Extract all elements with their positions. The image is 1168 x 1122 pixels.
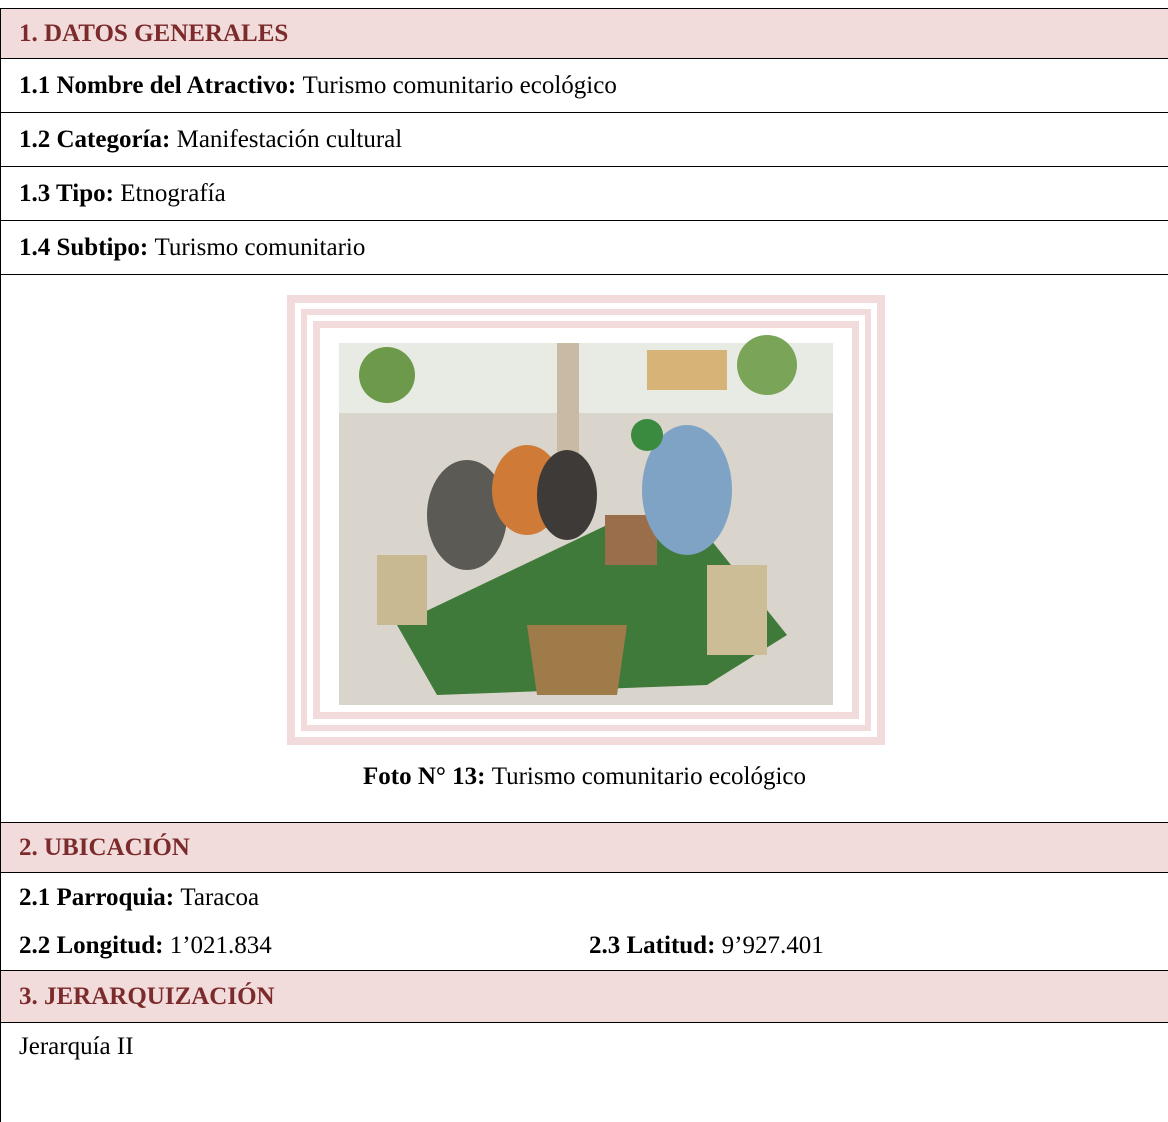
value: Manifestación cultural <box>176 125 403 153</box>
caption: Foto N° 13: Turismo comunitario ecológic… <box>1 763 1168 791</box>
row: 1.1 Nombre del Atractivo: Turismo comuni… <box>0 58 1168 112</box>
value: Etnografía <box>120 179 226 207</box>
label: 2.1 Parroquia: <box>19 883 175 911</box>
section-header: 1. DATOS GENERALES <box>0 8 1168 58</box>
section-title: 1. DATOS GENERALES <box>19 19 289 47</box>
label: 1.3 Tipo: <box>19 179 114 207</box>
value: Jerarquía II <box>19 1033 134 1060</box>
section-header: 3. JERARQUIZACIÓN <box>0 970 1168 1022</box>
label: 1.2 Categoría: <box>19 125 171 153</box>
caption-text: Turismo comunitario ecológico <box>491 763 807 790</box>
section-title: 3. JERARQUIZACIÓN <box>19 982 275 1010</box>
row: 1.2 Categoría: Manifestación cultural <box>0 112 1168 166</box>
value: Turismo comunitario ecológico <box>302 71 617 99</box>
value: Taracoa <box>180 883 260 911</box>
photo-cell: Foto N° 13: Turismo comunitario ecológic… <box>0 274 1168 822</box>
value: 1’021.834 <box>169 932 272 959</box>
label: 1.1 Nombre del Atractivo: <box>19 71 297 99</box>
row: 1.3 Tipo: Etnografía <box>0 166 1168 220</box>
label: 2.3 Latitud: <box>589 932 716 959</box>
row: Jerarquía II <box>0 1022 1168 1122</box>
row: 2.2 Longitud: 1’021.834 2.3 Latitud: 9’9… <box>0 922 1168 970</box>
value: 9’927.401 <box>721 932 824 959</box>
row: 1.4 Subtipo: Turismo comunitario <box>0 220 1168 274</box>
section-header: 2. UBICACIÓN <box>0 822 1168 872</box>
row: 2.1 Parroquia: Taracoa <box>0 872 1168 922</box>
label: 1.4 Subtipo: <box>19 233 149 261</box>
caption-label: Foto N° 13: <box>362 763 486 790</box>
value: Turismo comunitario <box>154 233 366 261</box>
label: 2.2 Longitud: <box>19 932 164 959</box>
photo <box>287 295 885 745</box>
section-title: 2. UBICACIÓN <box>19 833 190 861</box>
